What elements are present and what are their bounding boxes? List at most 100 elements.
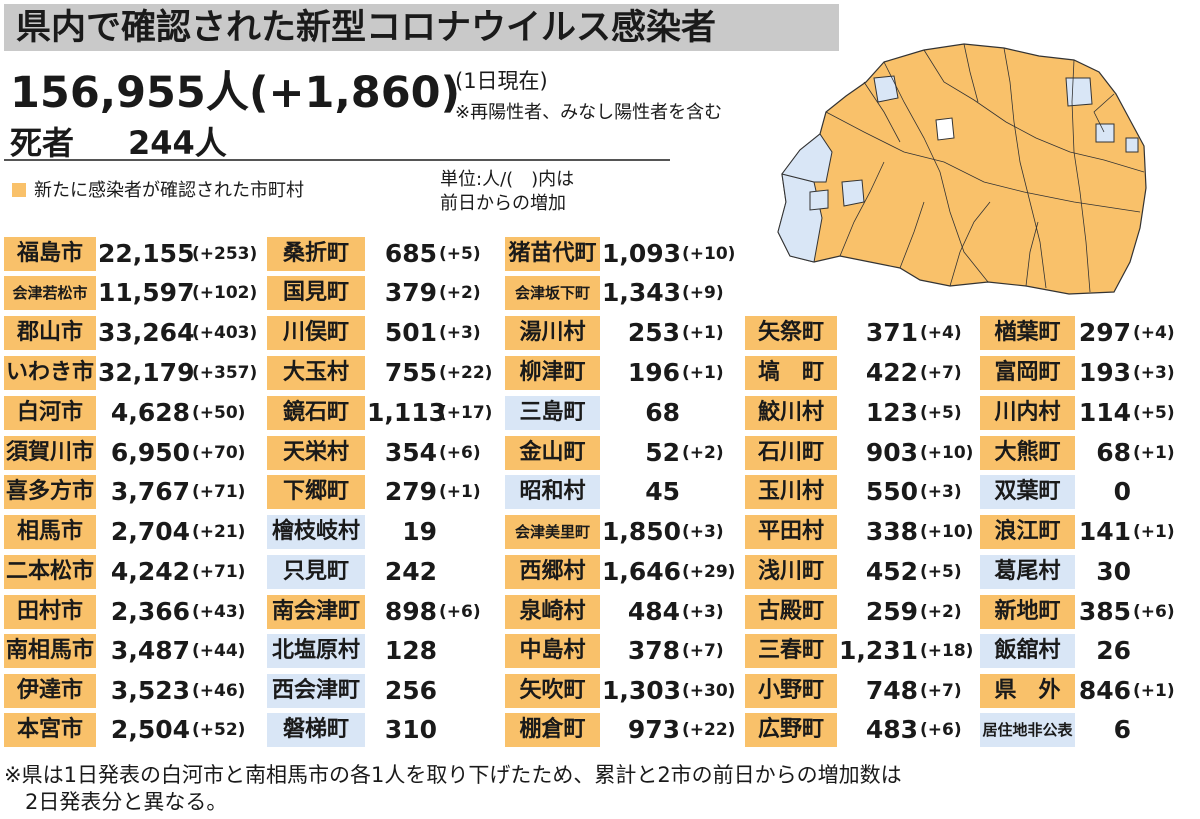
legend-label: 新たに感染者が確認された市町村	[34, 180, 304, 201]
daily-increase: (+403)	[192, 323, 258, 343]
municipality-name: 平田村	[745, 515, 837, 549]
table-row: 西会津町 256	[267, 674, 497, 708]
cumulative-count: 1,113	[367, 398, 447, 427]
table-row: 三島町 68	[505, 396, 735, 430]
municipality-name: 大熊町	[980, 436, 1075, 470]
municipality-name: 須賀川市	[4, 436, 96, 470]
daily-increase: (+6)	[439, 602, 481, 622]
daily-increase: (+9)	[682, 283, 724, 303]
map-borders	[825, 43, 1145, 293]
table-row: 二本松市 4,242 (+71)	[4, 555, 245, 589]
municipality-name: 会津坂下町	[505, 276, 600, 310]
daily-increase: (+3)	[439, 323, 481, 343]
table-row: 郡山市 33,264 (+403)	[4, 316, 257, 350]
cumulative-count: 483	[865, 715, 918, 744]
table-row: 矢吹町 1,303 (+30)	[505, 674, 735, 708]
cumulative-count: 4,242	[110, 557, 190, 586]
table-row: いわき市 32,179 (+357)	[4, 356, 257, 390]
cumulative-count: 338	[865, 517, 918, 546]
table-row: 本宮市 2,504 (+52)	[4, 713, 245, 747]
table-row: 広野町 483 (+6)	[745, 713, 975, 747]
municipality-name: 三春町	[745, 634, 837, 668]
municipality-name: 県 外	[980, 674, 1075, 708]
fukushima-map	[777, 43, 1147, 295]
cumulative-count: 1,646	[602, 557, 682, 586]
municipality-name: 相馬市	[4, 515, 96, 549]
daily-increase: (+3)	[1133, 363, 1175, 383]
municipality-name: 浪江町	[980, 515, 1075, 549]
cumulative-count: 6	[1113, 715, 1131, 744]
table-row: 柳津町 196 (+1)	[505, 356, 735, 390]
daily-increase: (+50)	[192, 403, 246, 423]
municipality-name: 大玉村	[267, 356, 365, 390]
table-row: 玉川村 550 (+3)	[745, 475, 975, 509]
table-row: 大玉村 755 (+22)	[267, 356, 497, 390]
cumulative-count: 755	[384, 358, 437, 387]
footnote: ※県は1日発表の白河市と南相馬市の各1人を取り下げたため、累計と2市の前日からの…	[4, 763, 902, 814]
municipality-name: 矢吹町	[505, 674, 600, 708]
cumulative-count: 3,767	[110, 477, 190, 506]
cumulative-count: 501	[384, 318, 437, 347]
cumulative-count: 310	[384, 715, 437, 744]
daily-increase: (+44)	[192, 641, 246, 661]
daily-increase: (+71)	[192, 562, 246, 582]
cumulative-count: 898	[384, 597, 437, 626]
municipality-name: 石川町	[745, 436, 837, 470]
table-row: 葛尾村 30	[980, 555, 1200, 589]
cumulative-count: 32,179	[98, 358, 195, 387]
table-row: 喜多方市 3,767 (+71)	[4, 475, 245, 509]
daily-increase: (+30)	[682, 681, 736, 701]
table-row: 川俣町 501 (+3)	[267, 316, 497, 350]
table-row: 古殿町 259 (+2)	[745, 595, 975, 629]
daily-increase: (+46)	[192, 681, 246, 701]
table-row: 富岡町 193 (+3)	[980, 356, 1200, 390]
municipality-name: 鏡石町	[267, 396, 365, 430]
cumulative-count: 748	[865, 676, 918, 705]
daily-increase: (+4)	[1133, 323, 1175, 343]
municipality-name: 葛尾村	[980, 555, 1075, 589]
municipality-name: 郡山市	[4, 316, 96, 350]
table-row: 田村市 2,366 (+43)	[4, 595, 245, 629]
municipality-name: 昭和村	[505, 475, 600, 509]
municipality-name: 古殿町	[745, 595, 837, 629]
daily-increase: (+5)	[1133, 403, 1175, 423]
deaths-value: 244人	[128, 124, 227, 162]
table-row: 中島村 378 (+7)	[505, 634, 735, 668]
cumulative-count: 256	[384, 676, 437, 705]
table-row: 北塩原村 128	[267, 634, 497, 668]
table-row: 平田村 338 (+10)	[745, 515, 975, 549]
cumulative-count: 193	[1078, 358, 1131, 387]
municipality-name: 居住地非公表	[980, 713, 1075, 747]
daily-increase: (+4)	[920, 323, 962, 343]
cumulative-count: 2,704	[110, 517, 190, 546]
cumulative-count: 354	[384, 438, 437, 467]
table-row: 須賀川市 6,950 (+70)	[4, 436, 245, 470]
cumulative-count: 128	[384, 636, 437, 665]
municipality-name: 下郷町	[267, 475, 365, 509]
table-row: 泉崎村 484 (+3)	[505, 595, 735, 629]
daily-increase: (+1)	[682, 323, 724, 343]
municipality-name: 川内村	[980, 396, 1075, 430]
municipality-name: 矢祭町	[745, 316, 837, 350]
map-town-hinoemata	[777, 173, 823, 263]
municipality-name: 金山町	[505, 436, 600, 470]
table-row: 金山町 52 (+2)	[505, 436, 735, 470]
daily-increase: (+6)	[1133, 602, 1175, 622]
municipality-name: 西郷村	[505, 555, 600, 589]
map-village-katsurao	[1095, 123, 1115, 143]
cumulative-count: 385	[1078, 597, 1131, 626]
daily-increase: (+7)	[682, 641, 724, 661]
table-row: 昭和村 45	[505, 475, 735, 509]
cumulative-count: 2,504	[110, 715, 190, 744]
municipality-name: 楢葉町	[980, 316, 1075, 350]
municipality-name: 田村市	[4, 595, 96, 629]
map-town-bandai	[935, 117, 955, 141]
cumulative-count: 685	[384, 239, 437, 268]
table-row: 大熊町 68 (+1)	[980, 436, 1200, 470]
table-row: 棚倉町 973 (+22)	[505, 713, 735, 747]
daily-increase: (+5)	[920, 562, 962, 582]
municipality-name: 本宮市	[4, 713, 96, 747]
daily-increase: (+6)	[439, 443, 481, 463]
cumulative-count: 297	[1078, 318, 1131, 347]
cumulative-count: 22,155	[98, 239, 195, 268]
